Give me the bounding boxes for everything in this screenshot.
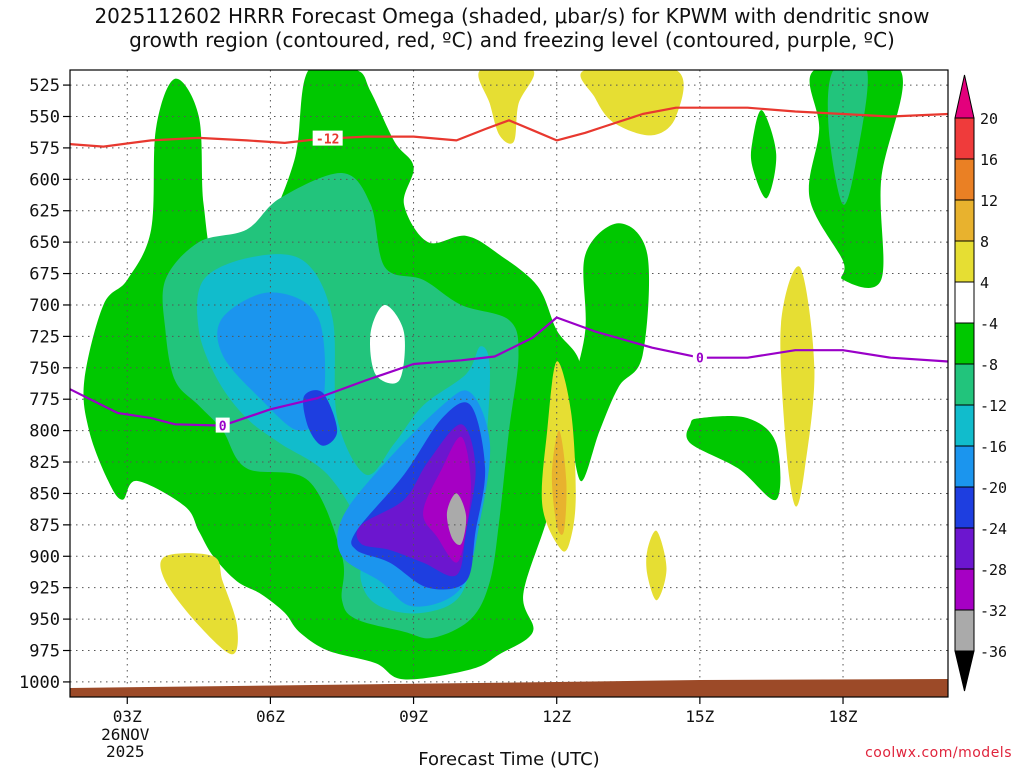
colorbar-label: -24: [980, 520, 1007, 538]
colorbar-bin: [954, 158, 975, 201]
colorbar-bin: [954, 527, 975, 570]
omega-region-yellow-bottom-left: [160, 553, 238, 655]
x-tick-label: 15Z: [685, 707, 714, 726]
colorbar-bin: [954, 363, 975, 406]
colorbar-label: 8: [980, 233, 989, 251]
colorbar-bin: [954, 404, 975, 447]
colorbar-low-triangle: [954, 650, 975, 692]
omega-region-yellow-top-left: [478, 70, 535, 144]
x-tick-label: 03Z: [113, 707, 142, 726]
freezing-level-contour-label-bg: [692, 349, 707, 365]
colorbar: 20 16 12 8 4 -4 -8 -12 -16 -20 -24 -28 -32 -36: [954, 74, 1007, 692]
terrain-layer: [70, 679, 948, 697]
omega-region-yellow-top-right: [580, 70, 684, 136]
colorbar-label: -12: [980, 397, 1007, 415]
y-tick-label: 625: [29, 202, 60, 222]
omega-shading: [83, 70, 903, 680]
colorbar-bin: [954, 240, 975, 283]
colorbar-label: -20: [980, 479, 1007, 497]
y-tick-label: 950: [29, 610, 60, 630]
y-tick-label: 775: [29, 390, 60, 410]
title-line-2: growth region (contoured, red, ºC) and f…: [129, 28, 895, 52]
colorbar-bin: [954, 281, 975, 324]
contour-lines: -12 0 0: [70, 106, 948, 435]
omega-region-blue-left: [217, 292, 326, 431]
minus-12c-contour-label-bg: [312, 130, 343, 146]
plot-frame: [69, 69, 949, 698]
grid-lines: [70, 70, 948, 697]
freezing-level-contour-label: 0: [219, 420, 227, 435]
colorbar-label: -4: [980, 315, 998, 333]
y-tick-label: 525: [29, 76, 60, 96]
colorbar-bin: [954, 486, 975, 529]
x-axis-label: Forecast Time (UTC): [418, 749, 599, 768]
y-tick-label: 1000: [19, 673, 60, 693]
y-tick-label: 975: [29, 642, 60, 662]
y-tick-label: 650: [29, 233, 60, 253]
x-tick-date-label: 26NOV: [101, 725, 150, 744]
omega-region-gray-max: [446, 493, 467, 545]
y-tick-label: 750: [29, 359, 60, 379]
colorbar-label: -8: [980, 356, 998, 374]
colorbar-bin: [954, 117, 975, 160]
y-tick-label: 700: [29, 296, 60, 316]
omega-region-green-16Z-small: [750, 110, 777, 199]
colorbar-label: -16: [980, 438, 1007, 456]
y-tick-label: 850: [29, 484, 60, 504]
colorbar-label: 20: [980, 110, 998, 128]
y-axis: 525 550 575 600 625 650 675 700 725 750 775 800 825 8…: [19, 76, 70, 693]
x-tick-year-label: 2025: [106, 742, 145, 761]
colorbar-bin: [954, 568, 975, 611]
ground-terrain: [70, 679, 948, 697]
y-tick-label: 800: [29, 422, 60, 442]
minus-12c-contour-label: -12: [316, 133, 339, 148]
y-tick-label: 875: [29, 516, 60, 536]
colorbar-label: -28: [980, 561, 1007, 579]
minus-12c-contour: [70, 106, 948, 148]
colorbar-bin: [954, 609, 975, 652]
title-line-1: 2025112602 HRRR Forecast Omega (shaded, …: [94, 4, 930, 28]
x-tick-label: 12Z: [542, 707, 571, 726]
x-tick-label: 06Z: [256, 707, 285, 726]
colorbar-bin: [954, 322, 975, 365]
colorbar-label: -36: [980, 643, 1007, 661]
y-tick-label: 575: [29, 139, 60, 159]
y-tick-label: 550: [29, 107, 60, 127]
x-tick-label: 18Z: [829, 707, 858, 726]
omega-region-orange-12Z: [551, 430, 567, 535]
y-tick-label: 675: [29, 265, 60, 285]
y-tick-label: 925: [29, 579, 60, 599]
freezing-level-contour-label: 0: [696, 352, 704, 367]
colorbar-label: 4: [980, 274, 989, 292]
y-tick-label: 725: [29, 327, 60, 347]
chart-title: 2025112602 HRRR Forecast Omega (shaded, …: [0, 4, 1024, 52]
freezing-level-contour-label-bg: [215, 417, 230, 433]
colorbar-high-triangle: [954, 74, 975, 119]
colorbar-label: 16: [980, 151, 998, 169]
colorbar-label: 12: [980, 192, 998, 210]
y-tick-label: 900: [29, 547, 60, 567]
omega-region-green-15Z-patch: [686, 415, 781, 501]
y-tick-label: 825: [29, 453, 60, 473]
freezing-level-contour: [70, 316, 948, 427]
omega-region-green-13Z: [570, 223, 650, 482]
omega-region-dark-blue-left: [303, 390, 338, 446]
omega-region-teal-right: [827, 70, 868, 205]
omega-region-white-hole: [370, 305, 405, 384]
colorbar-bin: [954, 199, 975, 242]
source-credit: coolwx.com/models: [865, 745, 1012, 761]
colorbar-label: -32: [980, 602, 1007, 620]
colorbar-bin: [954, 445, 975, 488]
y-tick-label: 600: [29, 170, 60, 190]
omega-region-yellow-17Z: [780, 266, 815, 507]
omega-region-yellow-14Z-small: [646, 530, 667, 601]
x-tick-label: 09Z: [399, 707, 428, 726]
